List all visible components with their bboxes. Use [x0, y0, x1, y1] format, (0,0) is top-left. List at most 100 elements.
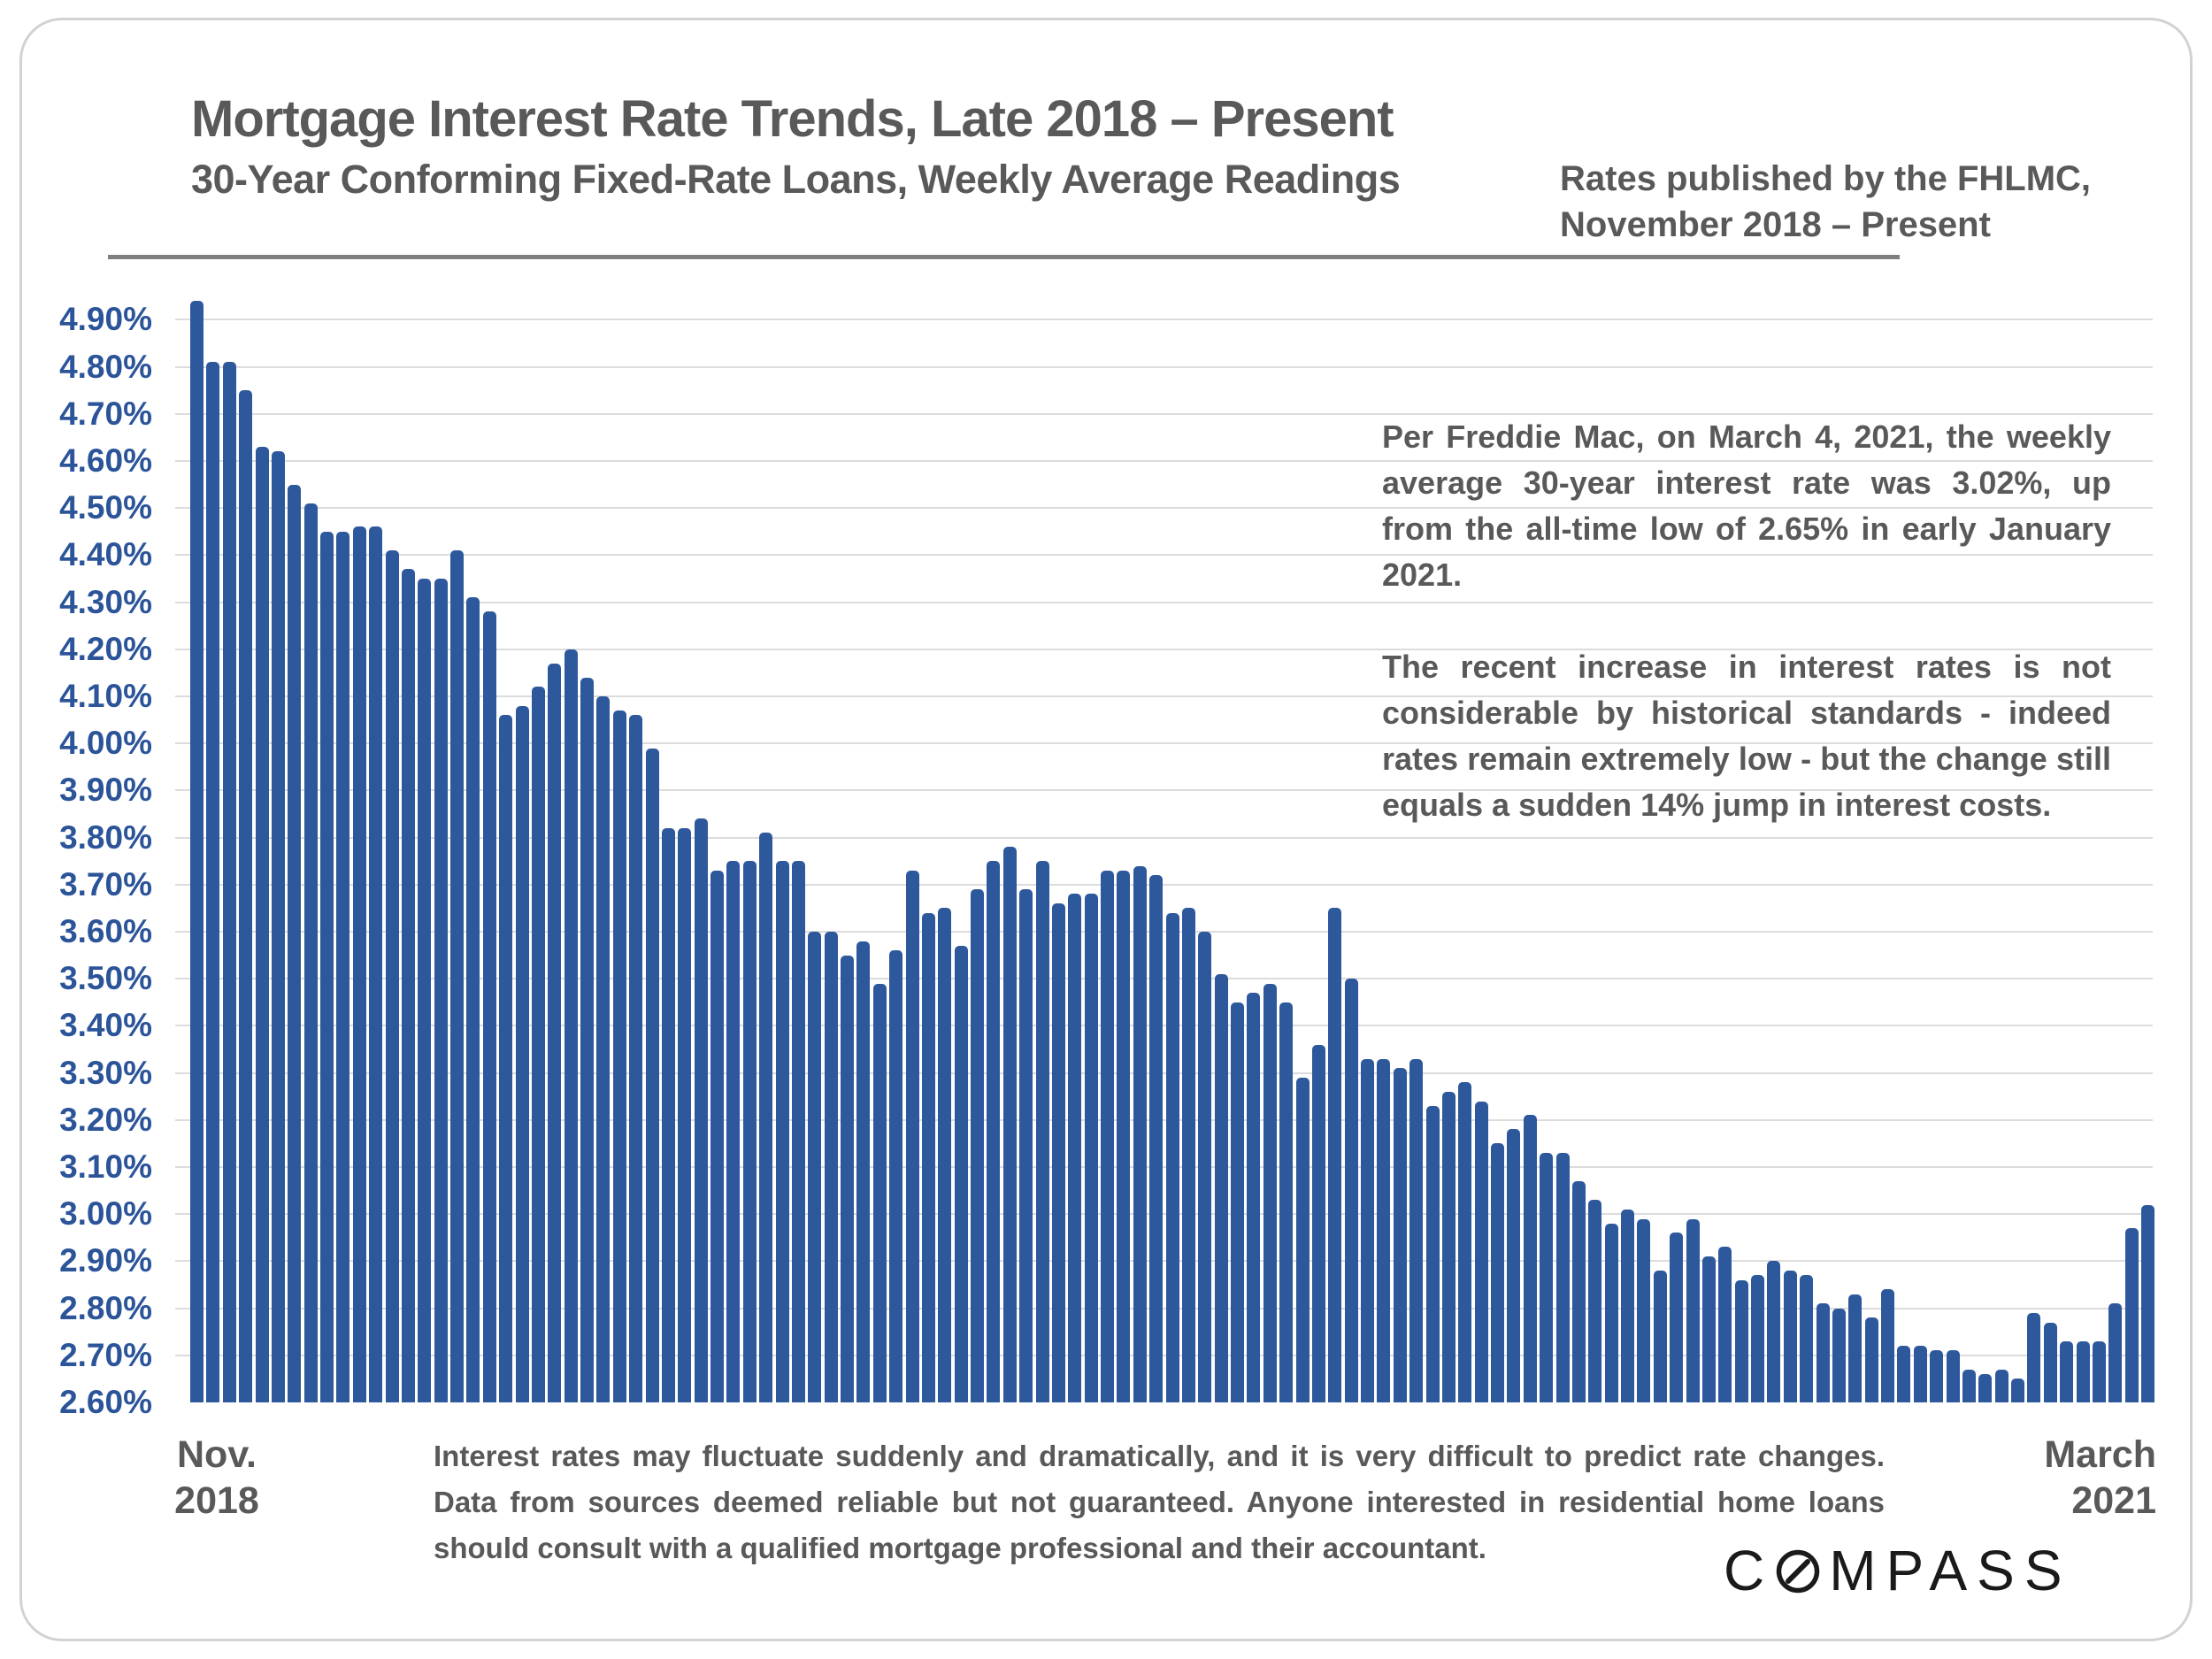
gridline: [175, 837, 2153, 839]
bar: [1231, 1002, 1244, 1402]
bar: [808, 932, 822, 1402]
y-axis-tick-label: 3.30%: [59, 1055, 152, 1091]
compass-logo-prefix: C: [1724, 1539, 1775, 1602]
y-axis-tick-label: 2.80%: [59, 1290, 152, 1326]
bar: [905, 871, 919, 1402]
y-axis-tick-label: 4.10%: [59, 678, 152, 714]
bar: [1637, 1219, 1651, 1402]
bar: [1279, 1002, 1294, 1402]
bar: [1149, 875, 1164, 1402]
y-axis-tick-label: 2.60%: [59, 1384, 152, 1420]
bar: [596, 696, 611, 1402]
bar: [434, 579, 448, 1402]
bar: [1881, 1289, 1894, 1402]
bar: [1571, 1181, 1586, 1402]
y-axis-tick-label: 4.30%: [59, 584, 152, 620]
bar: [1295, 1078, 1310, 1402]
bar: [499, 715, 513, 1402]
bar: [1994, 1370, 2008, 1402]
compass-logo-suffix: MPASS: [1829, 1539, 2072, 1602]
gridline: [175, 413, 2153, 415]
gridline: [175, 319, 2153, 320]
bar: [1604, 1224, 1618, 1402]
bar: [824, 932, 838, 1402]
bar: [1588, 1200, 1602, 1402]
y-axis-tick-label: 3.90%: [59, 772, 152, 808]
gridline: [175, 978, 2153, 979]
bar: [2092, 1341, 2106, 1402]
gridline: [175, 1213, 2153, 1215]
source-note-line1: Rates published by the FHLMC,: [1560, 159, 2092, 198]
gridline: [175, 1308, 2153, 1310]
bar: [1441, 1092, 1455, 1402]
bar: [206, 362, 220, 1402]
x-start-year: 2018: [174, 1479, 259, 1522]
bar: [629, 715, 643, 1402]
bar: [1214, 974, 1228, 1402]
gridline: [175, 1355, 2153, 1356]
x-start-month: Nov.: [177, 1433, 257, 1476]
x-end-month: March: [2044, 1433, 2156, 1476]
bar: [1540, 1153, 1554, 1402]
bar: [1002, 847, 1017, 1402]
gridline: [175, 884, 2153, 886]
bar: [2108, 1303, 2123, 1402]
y-axis-tick-label: 3.40%: [59, 1007, 152, 1043]
bar: [1393, 1068, 1407, 1402]
bar: [1913, 1346, 1927, 1402]
bar: [1198, 932, 1212, 1402]
x-axis-label-end: March 2021: [1942, 1432, 2156, 1524]
bar: [1409, 1059, 1424, 1402]
bar: [1751, 1275, 1764, 1402]
page-subtitle: 30-Year Conforming Fixed-Rate Loans, Wee…: [191, 157, 1401, 202]
y-axis-tick-label: 3.80%: [59, 819, 152, 856]
bar: [1165, 913, 1179, 1402]
bar: [466, 597, 480, 1402]
bar: [1361, 1059, 1374, 1402]
bar: [548, 664, 562, 1402]
gridline: [175, 789, 2153, 791]
title-divider: [108, 255, 1900, 259]
bar: [450, 550, 464, 1402]
bar: [320, 532, 334, 1402]
bar: [791, 861, 805, 1402]
y-axis-tick-label: 4.70%: [59, 396, 152, 432]
bar: [971, 889, 984, 1402]
bar: [1491, 1143, 1504, 1402]
source-note: Rates published by the FHLMC, November 2…: [1560, 156, 2179, 248]
bar: [1019, 889, 1033, 1402]
gridline: [175, 507, 2153, 509]
annotation-paragraph-2: The recent increase in interest rates is…: [1382, 649, 2111, 823]
y-axis-tick-label: 3.10%: [59, 1148, 152, 1185]
bar: [889, 950, 903, 1402]
bar: [1523, 1115, 1537, 1402]
bar: [2124, 1228, 2139, 1402]
x-axis-label-start: Nov. 2018: [155, 1432, 279, 1524]
annotation-text: Per Freddie Mac, on March 4, 2021, the w…: [1382, 414, 2111, 828]
bar: [1816, 1303, 1830, 1402]
y-axis-tick-label: 4.50%: [59, 489, 152, 526]
bar: [1035, 861, 1049, 1402]
bar: [1117, 871, 1131, 1402]
bar: [710, 871, 724, 1402]
y-axis-tick-label: 4.80%: [59, 349, 152, 385]
bar: [1767, 1261, 1781, 1402]
bar: [678, 828, 692, 1402]
gridline: [175, 1072, 2153, 1074]
compass-logo: C MPASS: [1724, 1539, 2072, 1602]
y-axis-tick-label: 2.90%: [59, 1242, 152, 1279]
bar: [872, 984, 887, 1402]
bar: [661, 828, 675, 1402]
bar: [1930, 1350, 1944, 1402]
annotation-paragraph-1: Per Freddie Mac, on March 4, 2021, the w…: [1382, 419, 2111, 593]
bar: [1978, 1374, 1993, 1402]
y-axis-tick-label: 3.70%: [59, 866, 152, 902]
bar: [938, 908, 952, 1402]
bar: [759, 833, 773, 1402]
bar: [1084, 894, 1098, 1402]
bar: [1311, 1045, 1325, 1402]
bar: [987, 861, 1001, 1402]
gridline: [175, 649, 2153, 650]
page-title: Mortgage Interest Rate Trends, Late 2018…: [191, 90, 1394, 148]
